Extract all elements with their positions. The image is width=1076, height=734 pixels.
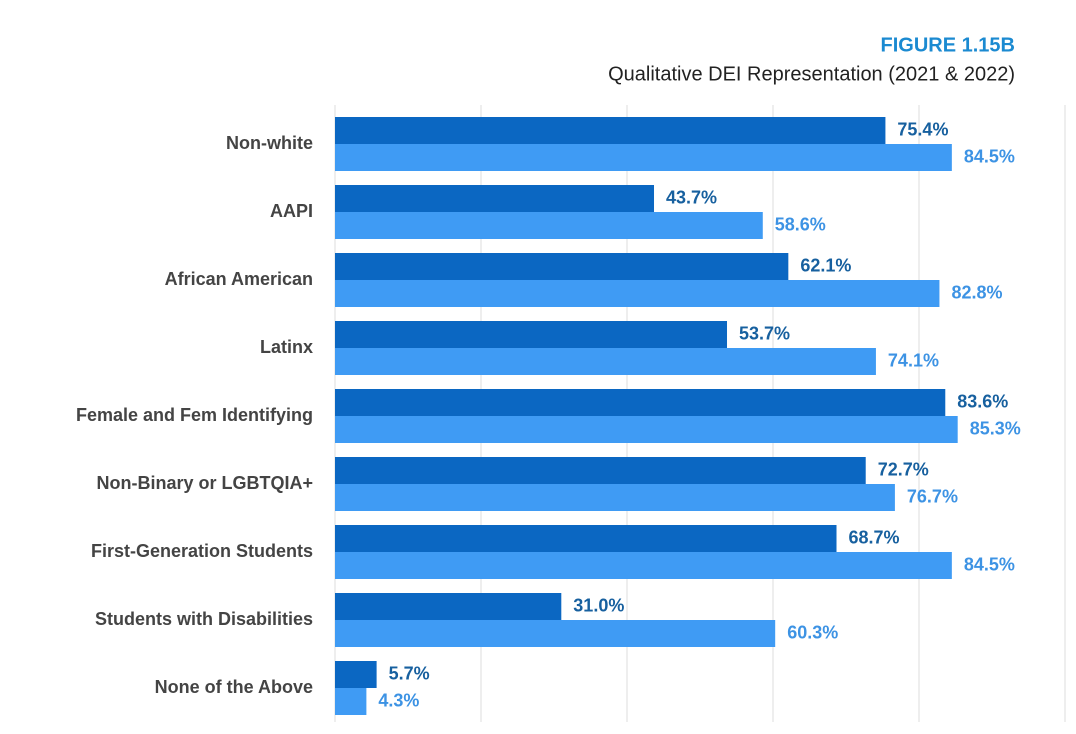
y-tick-label: None of the Above xyxy=(155,677,313,697)
bar xyxy=(335,552,952,579)
bar xyxy=(335,661,377,688)
bar xyxy=(335,620,776,647)
y-tick-label: AAPI xyxy=(270,201,313,221)
value-label: 76.7% xyxy=(907,486,958,506)
y-tick-label: Non-white xyxy=(226,133,313,153)
value-label: 85.3% xyxy=(970,418,1021,438)
y-tick-label: Latinx xyxy=(260,337,313,357)
y-tick-label: Non-Binary or LGBTQIA+ xyxy=(96,473,313,493)
value-label: 43.7% xyxy=(666,187,717,207)
bar xyxy=(335,348,876,375)
y-tick-label: African American xyxy=(165,269,313,289)
bar xyxy=(335,688,367,715)
value-label: 68.7% xyxy=(849,527,900,547)
value-label: 58.6% xyxy=(775,214,826,234)
value-label: 62.1% xyxy=(800,255,851,275)
bar xyxy=(335,144,952,171)
bar xyxy=(335,117,886,144)
bar xyxy=(335,389,946,416)
bar xyxy=(335,457,866,484)
bar xyxy=(335,416,958,443)
value-label: 31.0% xyxy=(573,595,624,615)
bar xyxy=(335,280,940,307)
bar xyxy=(335,593,562,620)
value-label: 60.3% xyxy=(787,622,838,642)
value-label: 82.8% xyxy=(951,282,1002,302)
value-label: 74.1% xyxy=(888,350,939,370)
bar xyxy=(335,525,837,552)
chart-subtitle: Qualitative DEI Representation (2021 & 2… xyxy=(608,63,1015,85)
value-label: 75.4% xyxy=(897,119,948,139)
value-label: 4.3% xyxy=(378,690,419,710)
y-tick-label: Female and Fem Identifying xyxy=(76,405,313,425)
value-label: 83.6% xyxy=(957,391,1008,411)
bar xyxy=(335,321,728,348)
y-tick-label: Students with Disabilities xyxy=(95,609,313,629)
chart-title: FIGURE 1.15B xyxy=(881,34,1015,56)
value-label: 53.7% xyxy=(739,323,790,343)
bar xyxy=(335,212,763,239)
value-label: 84.5% xyxy=(964,554,1015,574)
value-label: 84.5% xyxy=(964,146,1015,166)
bar xyxy=(335,484,895,511)
value-label: 72.7% xyxy=(878,459,929,479)
bar xyxy=(335,253,789,280)
y-tick-label: First-Generation Students xyxy=(91,541,313,561)
bar xyxy=(335,185,655,212)
value-label: 5.7% xyxy=(389,663,430,683)
